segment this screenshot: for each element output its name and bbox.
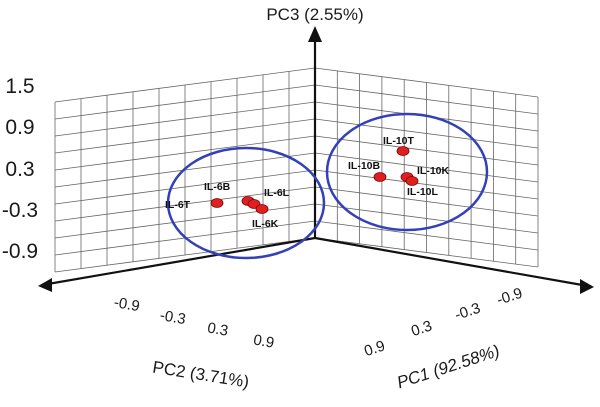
data-point	[405, 176, 419, 186]
point-label: IL-10B	[348, 160, 381, 172]
data-point	[373, 172, 387, 182]
data-point	[396, 146, 410, 156]
right-wall-hline	[314, 84, 539, 115]
pc1-tick-label: 0.9	[362, 337, 387, 360]
left-wall-hline	[54, 84, 316, 120]
right-wall-hline	[314, 118, 539, 149]
left-wall-hline	[54, 67, 316, 103]
left-wall-hline	[54, 101, 316, 137]
right-wall-hline	[314, 135, 539, 166]
pc1-tick-label: -0.9	[495, 285, 525, 309]
right-wall-hline	[314, 67, 539, 98]
point-label: IL-10L	[407, 186, 439, 198]
cluster-ellipses	[166, 112, 489, 260]
point-label: IL-10K	[417, 165, 450, 177]
z-axis-arrow	[308, 26, 322, 42]
pc2-axis-arrow	[38, 278, 52, 292]
axes	[38, 26, 594, 294]
pc2-axis-title: PC2 (3.71%)	[151, 358, 250, 392]
right-wall-hline	[314, 186, 539, 217]
point-label: IL-6T	[165, 199, 191, 211]
z-tick-label: -0.9	[2, 240, 38, 263]
right-wall-hline	[314, 203, 539, 234]
right-wall-hline	[314, 237, 539, 268]
pc2-tick-label: 0.9	[252, 331, 275, 351]
z-axis-title: PC3 (2.55%)	[266, 5, 363, 24]
data-point	[210, 198, 224, 208]
z-tick-label: 1.5	[5, 75, 34, 98]
pc2-tick-label: -0.9	[113, 294, 141, 315]
right-wall-hline	[314, 152, 539, 183]
z-tick-label: -0.3	[2, 199, 38, 222]
pc1-axis-line	[314, 236, 589, 288]
left-wall-hline	[54, 203, 316, 239]
left-wall-hline	[54, 118, 316, 154]
point-label: IL-10T	[383, 135, 415, 147]
pc2-tick-label: 0.3	[206, 319, 229, 339]
pc1-axis-title: PC1 (92.58%)	[395, 341, 502, 392]
axis-titles: PC3 (2.55%) PC2 (3.71%) PC1 (92.58%)	[151, 5, 502, 392]
data-points: IL-6T IL-6B IL-6L IL-6K IL-10T IL-10B IL-10K IL…	[165, 135, 450, 230]
left-wall-hline	[54, 135, 316, 171]
left-wall-hline	[54, 237, 316, 273]
pc1-tick-label: 0.3	[409, 317, 434, 340]
data-point	[255, 204, 269, 214]
right-wall-hline	[314, 169, 539, 200]
z-tick-label: 0.9	[5, 116, 34, 139]
point-label: IL-6L	[264, 187, 290, 199]
point-label: IL-6B	[204, 181, 231, 193]
left-wall-hline	[54, 186, 316, 222]
left-wall-hline	[54, 169, 316, 205]
pc1-axis-arrow	[580, 279, 594, 294]
point-label: IL-6K	[252, 218, 279, 230]
pc2-tick-label: -0.3	[159, 307, 187, 328]
pc2-axis-line	[41, 236, 316, 287]
tick-labels: 1.5 0.9 0.3 -0.3 -0.9 -0.9 -0.3 0.3 0.9 0.9 0.3 -0.…	[2, 75, 525, 360]
z-tick-label: 0.3	[5, 158, 34, 181]
pc1-tick-label: -0.3	[453, 300, 483, 324]
cluster-ellipse	[325, 112, 489, 232]
right-wall-hline	[314, 220, 539, 251]
cluster-ellipse	[166, 146, 326, 260]
